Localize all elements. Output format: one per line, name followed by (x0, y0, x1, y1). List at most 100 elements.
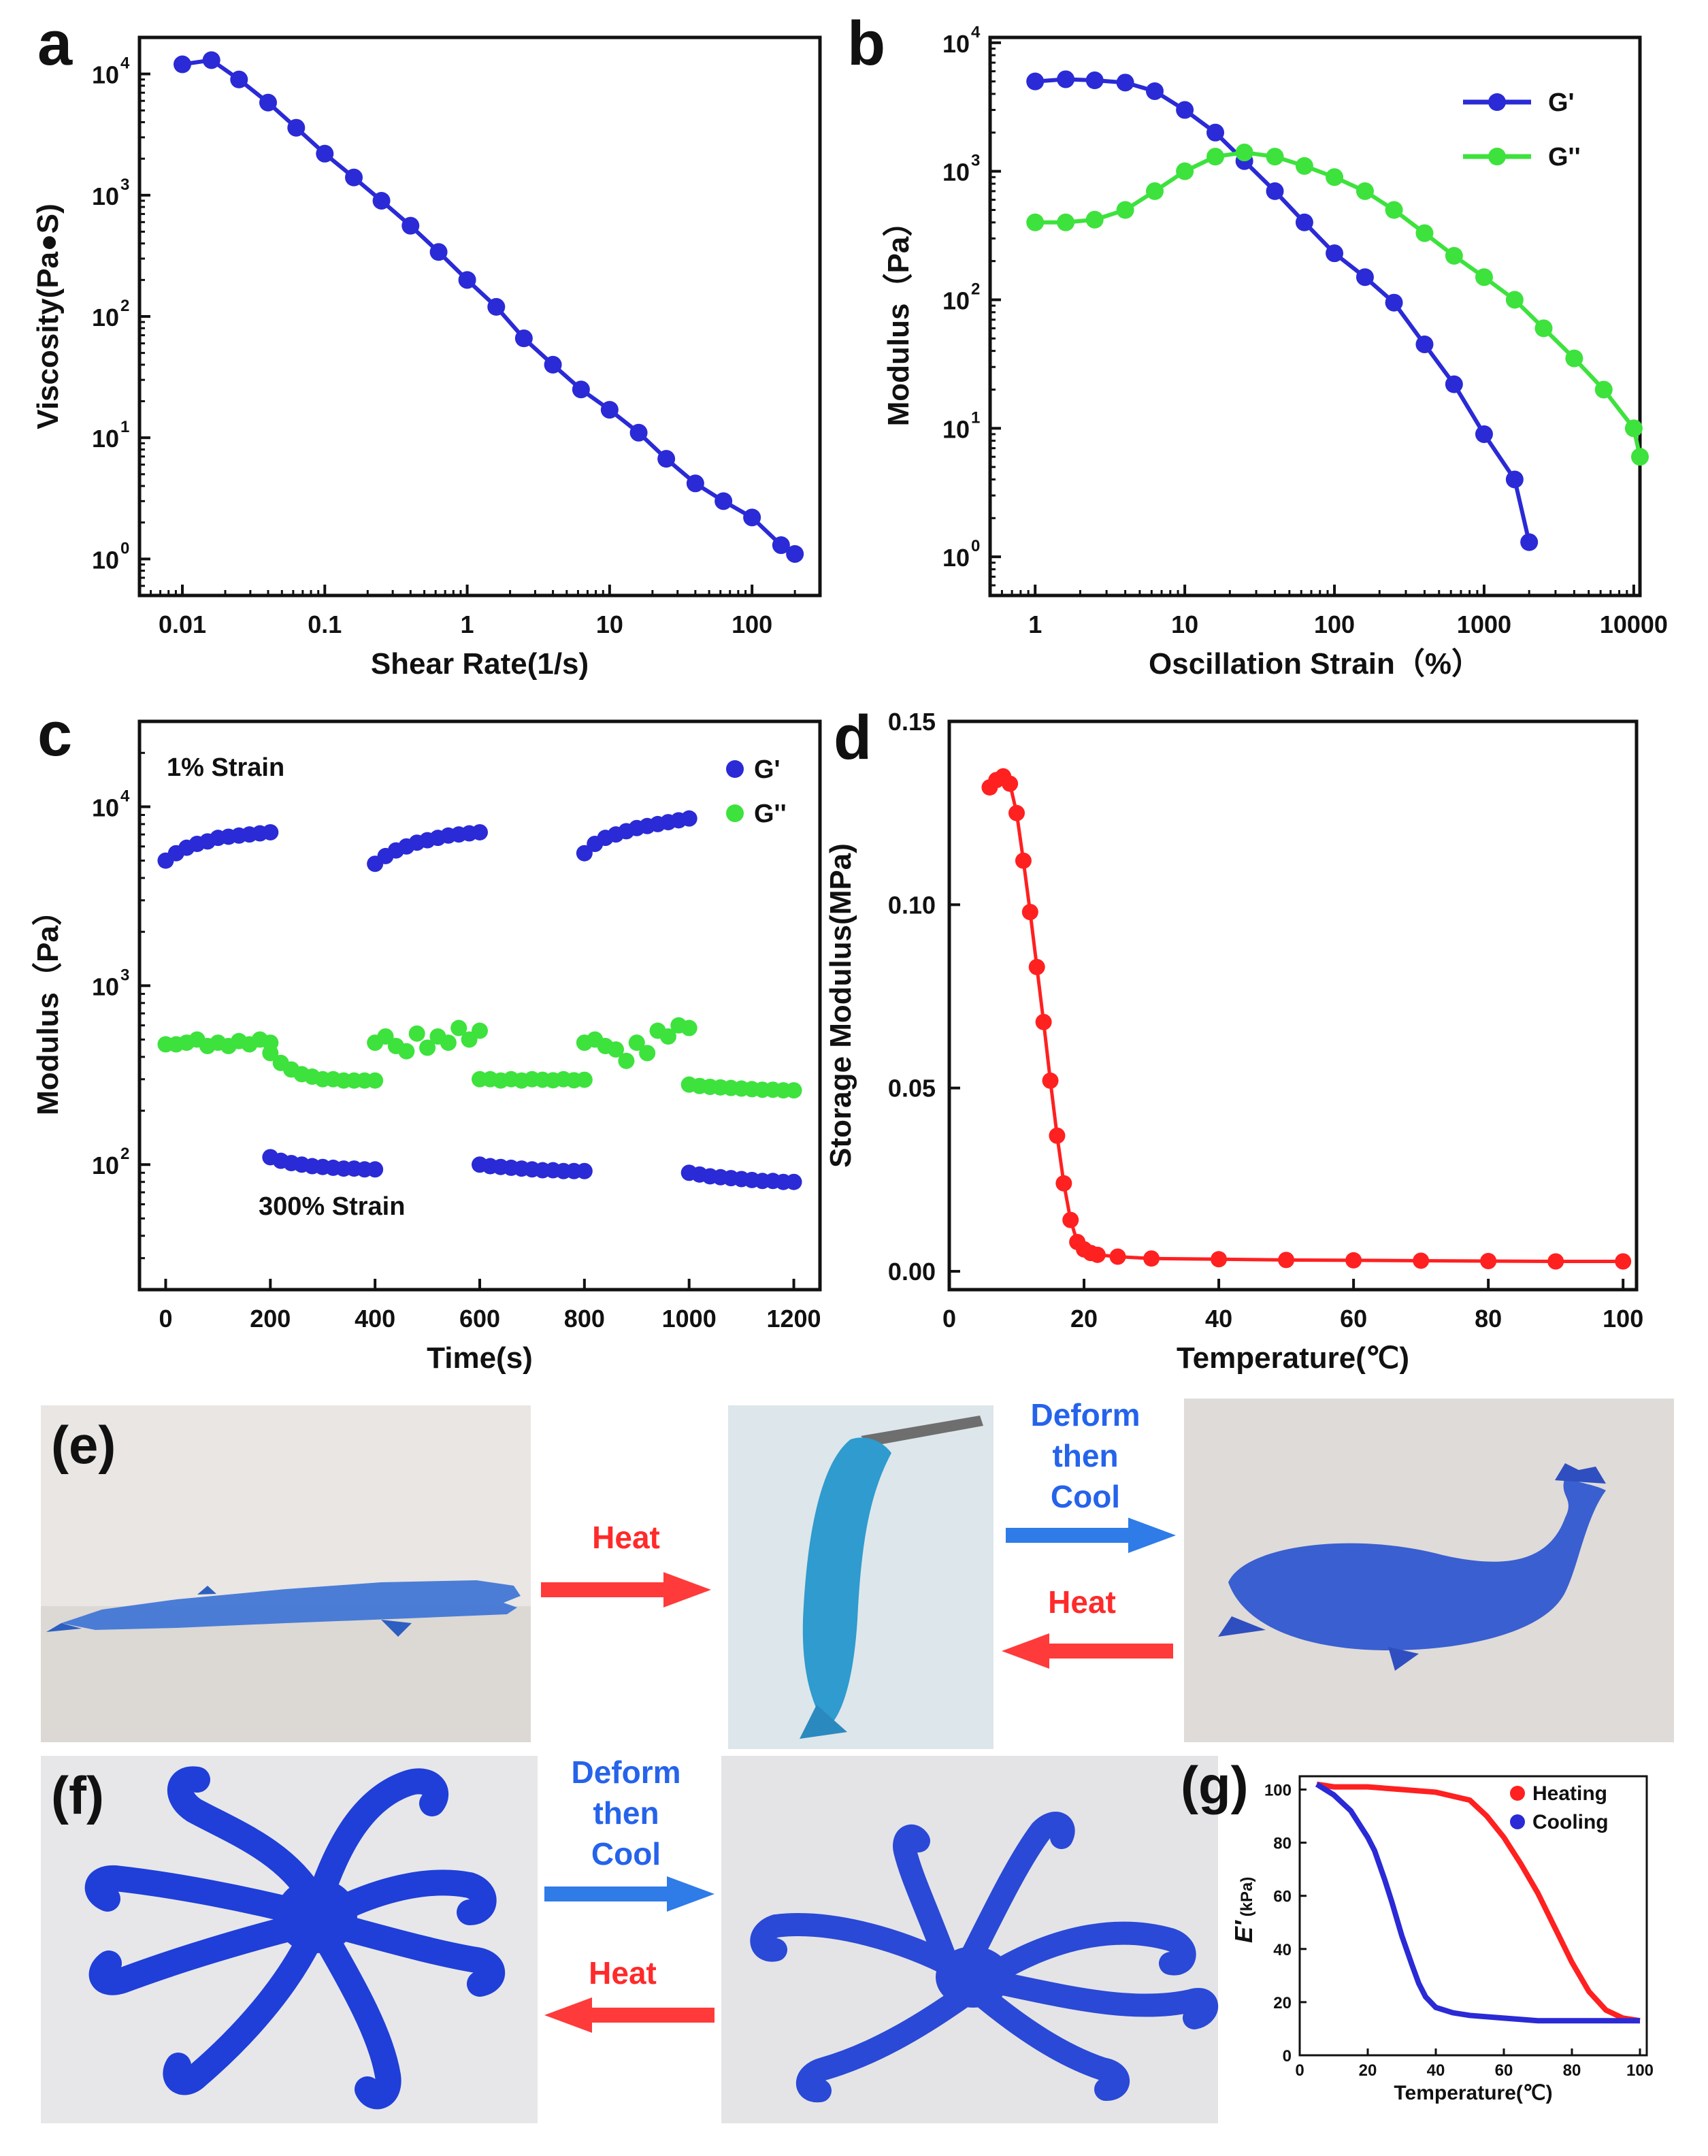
data-point (367, 1161, 384, 1178)
y-tick-exponent: 2 (120, 1145, 129, 1163)
arrow-e-heat-forward: Heat (541, 1520, 711, 1607)
y-tick-exponent: 3 (120, 176, 129, 194)
y-tick-label: 10 (92, 546, 119, 574)
series-line (1315, 1782, 1640, 2024)
y-axis-title: Viscosity(Pa●S) (31, 203, 65, 429)
y-axis-title: Modulus（Pa） (882, 207, 915, 427)
y-tick-label: 0 (1283, 2047, 1292, 2065)
arrow-label-deform-f-line1: Deform (571, 1754, 680, 1790)
x-tick-label: 400 (355, 1305, 395, 1333)
data-point (1021, 904, 1038, 921)
data-point (1565, 349, 1583, 368)
data-point (1057, 213, 1075, 231)
x-tick-label: 100 (1314, 610, 1355, 638)
data-point (628, 1034, 645, 1051)
data-point (440, 1034, 457, 1051)
legend-label: Heating (1532, 1782, 1607, 1805)
y-tick-label: 10 (92, 304, 119, 331)
data-point (608, 1041, 624, 1058)
y-tick-exponent: 3 (120, 966, 129, 984)
data-point (1116, 74, 1134, 92)
arrow-f-heat-back: Heat (544, 1955, 715, 2033)
data-point (1266, 148, 1284, 166)
y-tick-label: 100 (1264, 1782, 1292, 1800)
data-point (1176, 162, 1194, 180)
x-tick-label: 1 (461, 610, 474, 638)
data-point (202, 51, 220, 69)
data-point (1356, 182, 1374, 200)
y-axis-title: Modulus（Pa） (31, 896, 65, 1115)
arrow-e-heat-back: Heat (1002, 1584, 1173, 1669)
y-tick-exponent: 4 (120, 787, 130, 805)
series-viscosity0 (174, 51, 804, 563)
data-point (786, 544, 804, 563)
y-tick-label: 10 (942, 30, 970, 58)
x-axis-title: Time(s) (427, 1341, 533, 1375)
data-point (1015, 852, 1032, 869)
y-tick-exponent: 3 (971, 152, 980, 170)
y-tick-label: 10 (942, 159, 970, 186)
data-point (1026, 72, 1045, 91)
legend-label: Cooling (1532, 1811, 1609, 1833)
y-tick-label: 40 (1273, 1941, 1292, 1959)
photo-e-held-whale (728, 1405, 993, 1749)
data-point (472, 1022, 488, 1039)
y-tick-label: 10 (92, 182, 119, 210)
y-tick-label: 80 (1273, 1835, 1292, 1853)
y-tick-label: 10 (92, 973, 119, 1000)
legend-label: G' (754, 755, 781, 784)
series-g-0 (157, 810, 802, 1190)
arrow-label-heat-back: Heat (1048, 1584, 1116, 1620)
y-tick-exponent: 0 (971, 537, 980, 555)
plot-frame (1298, 1775, 1648, 2057)
data-point (372, 191, 391, 210)
data-point (1042, 1072, 1059, 1089)
legend-swatch-marker (726, 760, 744, 778)
y-tick-exponent: 4 (971, 23, 981, 42)
y-tick-exponent: 4 (120, 54, 130, 73)
y-tick-label: 0.15 (888, 708, 936, 736)
data-point (401, 216, 420, 235)
x-tick-label: 0.01 (159, 610, 206, 638)
arrow-label-heat: Heat (592, 1520, 660, 1555)
data-point (429, 243, 448, 261)
x-tick-label: 100 (1603, 1305, 1643, 1333)
series-line (1316, 1781, 1641, 2024)
y-axis-title: E′ (kPa) (1230, 1877, 1258, 1943)
data-point (1055, 1175, 1072, 1192)
x-tick-label: 80 (1563, 2061, 1581, 2080)
x-tick-label: 10 (1171, 610, 1198, 638)
x-axis-title: Shear Rate(1/s) (371, 647, 589, 681)
data-point (1176, 101, 1194, 119)
x-tick-label: 1200 (766, 1305, 821, 1333)
photo-e-flat-whale (41, 1405, 531, 1742)
data-point (1624, 419, 1643, 438)
data-point (1049, 1127, 1066, 1144)
data-point (715, 492, 733, 510)
y-tick-exponent: 2 (971, 280, 980, 298)
x-tick-label: 200 (250, 1305, 291, 1333)
data-point (1266, 182, 1284, 200)
data-point (1345, 1252, 1362, 1269)
y-tick-label: 10 (92, 794, 119, 821)
data-point (1445, 375, 1463, 393)
data-point (1534, 319, 1553, 338)
x-axis-title: Oscillation Strain（%） (1149, 647, 1481, 681)
arrow-label-deform-line3: Cool (1051, 1479, 1120, 1514)
x-tick-label: 100 (1626, 2061, 1654, 2080)
arrow-label-deform-line1: Deform (1030, 1397, 1140, 1433)
legend-swatch-marker (726, 804, 744, 822)
data-point (1206, 148, 1225, 166)
data-point (1143, 1250, 1160, 1267)
x-tick-label: 0 (1295, 2061, 1304, 2080)
data-point (1211, 1251, 1228, 1268)
y-tick-label: 10 (92, 1152, 119, 1179)
series-heating0 (1316, 1781, 1641, 2024)
series-g-1 (157, 1017, 802, 1099)
y-tick-label: 10 (942, 544, 970, 572)
data-point (1475, 268, 1493, 287)
x-tick-label: 1000 (1457, 610, 1511, 638)
data-point (458, 271, 476, 289)
y-tick-label: 10 (942, 287, 970, 314)
